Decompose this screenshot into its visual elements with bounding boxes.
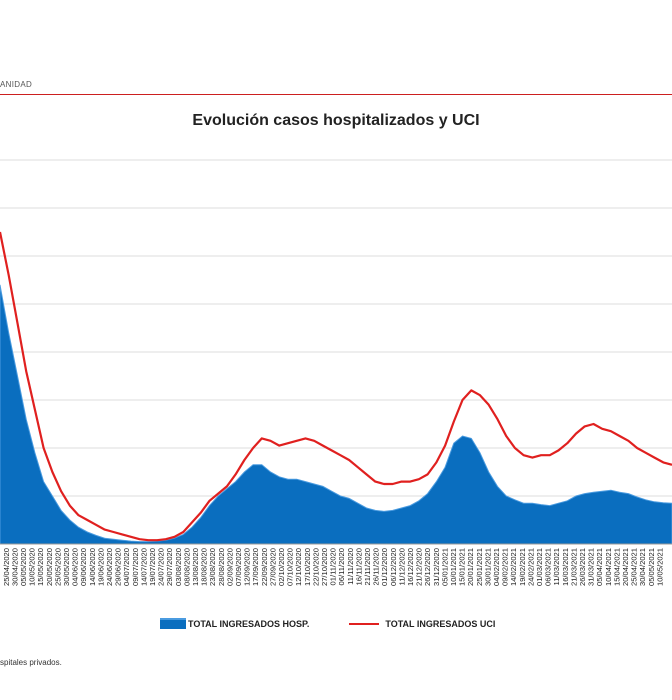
x-tick-label: 21/03/2021: [569, 548, 578, 586]
legend-item-uci: TOTAL INGRESADOS UCI: [349, 619, 495, 629]
x-tick-label: 06/11/2020: [337, 548, 346, 585]
x-tick-label: 05/05/2021: [647, 548, 656, 586]
x-tick-label: 21/12/2020: [415, 548, 424, 586]
x-tick-label: 10/05/2021: [655, 548, 664, 586]
x-tick-label: 16/11/2020: [354, 548, 363, 585]
header-label: ANIDAD: [0, 80, 33, 89]
x-tick-label: 01/03/2021: [535, 548, 544, 586]
x-tick-label: 20/04/2021: [621, 548, 630, 586]
x-tick-label: 20/01/2021: [466, 548, 475, 586]
x-tick-label: 05/01/2021: [440, 548, 449, 586]
x-tick-label: 24/07/2020: [157, 548, 166, 586]
x-tick-label: 17/09/2020: [251, 548, 260, 586]
x-tick-label: 16/12/2020: [406, 548, 415, 586]
header-divider: [0, 94, 672, 95]
x-tick-label: 18/08/2020: [200, 548, 209, 586]
chart-legend: TOTAL INGRESADOS HOSP. TOTAL INGRESADOS …: [160, 618, 535, 629]
x-tick-label: 31/12/2020: [432, 548, 441, 586]
x-tick-label: 14/02/2021: [509, 548, 518, 586]
series-uci-line: [0, 231, 672, 542]
footnote: spitales privados.: [0, 658, 62, 667]
x-tick-label: 05/05/2020: [19, 548, 28, 586]
x-tick-label: 30/04/2020: [10, 548, 19, 586]
x-tick-label: 09/06/2020: [79, 548, 88, 586]
x-tick-label: 07/10/2020: [286, 548, 295, 586]
x-tick-label: 04/02/2021: [492, 548, 501, 586]
x-tick-label: 10/05/2020: [28, 548, 37, 586]
chart-title: Evolución casos hospitalizados y UCI: [192, 112, 480, 129]
x-tick-label: 22/09/2020: [260, 548, 269, 586]
x-tick-label: 10/04/2021: [604, 548, 613, 586]
x-tick-label: 02/09/2020: [225, 548, 234, 586]
x-tick-label: 26/03/2021: [578, 548, 587, 586]
x-tick-label: 16/03/2021: [561, 548, 570, 586]
x-tick-label: 04/06/2020: [71, 548, 80, 586]
x-tick-label: 25/04/2021: [630, 548, 639, 586]
x-tick-label: 09/07/2020: [131, 548, 140, 586]
legend-swatch-line: [349, 622, 380, 625]
x-tick-label: 12/09/2020: [243, 548, 252, 586]
x-tick-label: 20/05/2020: [45, 548, 54, 586]
x-tick-label: 02/10/2020: [277, 548, 286, 586]
x-tick-label: 31/03/2021: [587, 548, 596, 586]
x-tick-label: 09/02/2021: [501, 548, 510, 586]
x-tick-label: 06/12/2020: [389, 548, 398, 586]
x-tick-label: 24/06/2020: [105, 548, 114, 586]
legend-label-uci: TOTAL INGRESADOS UCI: [385, 618, 496, 629]
x-tick-label: 01/12/2020: [380, 548, 389, 586]
x-tick-label: 17/10/2020: [303, 548, 312, 586]
x-tick-label: 22/10/2020: [311, 548, 320, 586]
x-tick-label: 25/04/2020: [2, 548, 11, 586]
legend-item-hosp: TOTAL INGRESADOS HOSP.: [160, 618, 309, 629]
x-tick-label: 13/08/2020: [191, 548, 200, 586]
x-tick-label: 27/10/2020: [320, 548, 329, 586]
x-tick-label: 11/03/2021: [552, 548, 561, 585]
x-tick-label: 07/09/2020: [234, 548, 243, 586]
x-tick-label: 19/06/2020: [96, 548, 105, 586]
x-tick-label: 25/01/2021: [475, 548, 484, 586]
x-tick-label: 11/11/2020: [346, 548, 355, 585]
x-tick-label: 25/05/2020: [53, 548, 62, 586]
x-tick-label: 01/11/2020: [329, 548, 338, 585]
x-tick-label: 11/12/2020: [397, 548, 406, 585]
x-tick-label: 03/08/2020: [174, 548, 183, 586]
x-tick-label: 29/07/2020: [165, 548, 174, 586]
legend-swatch-area: [160, 618, 186, 629]
x-tick-label: 15/01/2021: [458, 548, 467, 586]
x-tick-label: 29/06/2020: [114, 548, 123, 586]
x-tick-label: 30/05/2020: [62, 548, 71, 586]
x-tick-label: 05/04/2021: [595, 548, 604, 586]
x-tick-label: 12/10/2020: [294, 548, 303, 586]
x-tick-label: 30/01/2021: [483, 548, 492, 586]
x-tick-label: 14/06/2020: [88, 548, 97, 586]
x-tick-label: 08/08/2020: [182, 548, 191, 586]
x-tick-label: 15/05/2020: [36, 548, 45, 586]
x-tick-label: 23/08/2020: [208, 548, 217, 586]
legend-label-hosp: TOTAL INGRESADOS HOSP.: [188, 618, 310, 629]
x-tick-label: 04/07/2020: [122, 548, 131, 586]
x-tick-label: 30/04/2021: [638, 548, 647, 586]
x-tick-label: 19/02/2021: [518, 548, 527, 586]
x-tick-label: 26/11/2020: [372, 548, 381, 585]
x-tick-label: 27/09/2020: [268, 548, 277, 586]
x-tick-label: 28/08/2020: [217, 548, 226, 586]
x-tick-label: 19/07/2020: [148, 548, 157, 586]
series-hosp-area: [0, 284, 672, 545]
x-tick-label: 26/12/2020: [423, 548, 432, 586]
x-tick-label: 15/04/2021: [612, 548, 621, 586]
x-tick-label: 14/07/2020: [139, 548, 148, 586]
x-tick-label: 06/03/2021: [544, 548, 553, 586]
x-tick-label: 10/01/2021: [449, 548, 458, 586]
x-tick-label: 21/11/2020: [363, 548, 372, 585]
x-tick-label: 24/02/2021: [526, 548, 535, 586]
